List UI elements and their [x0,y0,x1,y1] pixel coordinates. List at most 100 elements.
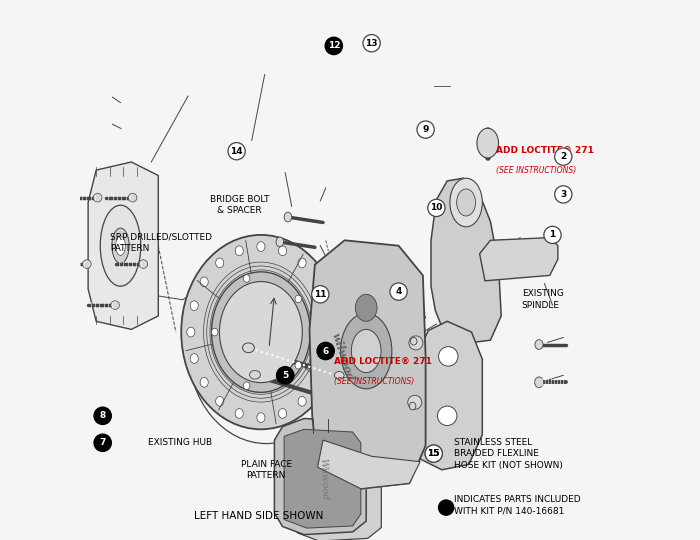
Polygon shape [290,425,382,540]
Text: 15: 15 [428,449,440,458]
Ellipse shape [340,313,392,389]
Text: 12: 12 [328,42,340,50]
Ellipse shape [535,377,543,388]
Text: 2: 2 [560,152,566,161]
Polygon shape [414,321,482,470]
Text: 1: 1 [550,231,556,239]
Circle shape [438,406,457,426]
Ellipse shape [356,294,377,321]
Ellipse shape [298,258,306,268]
Circle shape [425,445,442,462]
Circle shape [326,37,342,55]
Ellipse shape [242,343,254,353]
Text: (SEE INSTRUCTIONS): (SEE INSTRUCTIONS) [334,377,414,386]
Text: 13: 13 [365,39,378,48]
Text: 9: 9 [422,125,429,134]
Ellipse shape [327,327,335,337]
Ellipse shape [477,128,498,158]
Ellipse shape [450,178,482,227]
Text: 5: 5 [282,371,288,380]
Ellipse shape [200,377,208,387]
Ellipse shape [190,354,198,363]
Ellipse shape [93,193,102,202]
Ellipse shape [244,275,250,282]
Text: (SEE INSTRUCTIONS): (SEE INSTRUCTIONS) [496,166,576,176]
Polygon shape [431,178,501,343]
Ellipse shape [116,236,125,255]
Circle shape [417,121,434,138]
Ellipse shape [200,277,208,287]
Circle shape [94,407,111,424]
Ellipse shape [216,396,224,406]
Text: 11: 11 [314,290,326,299]
Ellipse shape [323,301,332,310]
Text: wilwood: wilwood [330,331,356,382]
Text: 4: 4 [395,287,402,296]
Text: ADD LOCTITE® 271: ADD LOCTITE® 271 [496,146,594,155]
Circle shape [544,226,561,244]
Circle shape [317,342,335,360]
Ellipse shape [410,402,416,410]
Ellipse shape [100,205,141,286]
Text: 3: 3 [560,190,566,199]
Ellipse shape [314,377,322,387]
Polygon shape [318,440,420,489]
Ellipse shape [181,235,340,429]
Ellipse shape [456,189,475,216]
Text: PLAIN FACE
PATTERN: PLAIN FACE PATTERN [241,460,292,480]
Ellipse shape [211,328,218,336]
Ellipse shape [220,281,302,383]
Ellipse shape [335,372,344,379]
Circle shape [312,286,329,303]
Ellipse shape [244,382,250,389]
Ellipse shape [216,258,224,268]
Ellipse shape [211,272,310,393]
Text: 15: 15 [428,449,440,458]
Text: BRIDGE BOLT
& SPACER: BRIDGE BOLT & SPACER [209,195,269,215]
Text: STAINLESS STEEL
BRAIDED FLEXLINE
HOSE KIT (NOT SHOWN): STAINLESS STEEL BRAIDED FLEXLINE HOSE KI… [454,437,563,470]
Circle shape [276,367,294,384]
Circle shape [425,445,442,462]
Circle shape [554,148,572,165]
Circle shape [363,35,380,52]
Circle shape [390,283,407,300]
Text: 10: 10 [430,204,442,212]
Ellipse shape [314,277,322,287]
Ellipse shape [295,361,302,369]
Polygon shape [284,429,360,528]
Ellipse shape [295,295,302,303]
Circle shape [554,186,572,203]
Text: EXISTING
SPINDLE: EXISTING SPINDLE [522,289,564,310]
Ellipse shape [235,409,244,419]
Circle shape [228,143,245,160]
Ellipse shape [128,193,137,202]
Ellipse shape [257,413,265,422]
Ellipse shape [410,338,417,345]
Ellipse shape [535,340,543,349]
Circle shape [428,199,445,217]
Ellipse shape [235,246,244,255]
Ellipse shape [111,301,120,309]
Circle shape [439,347,458,366]
Text: Wilwood: Wilwood [318,458,329,501]
Ellipse shape [284,212,292,222]
Circle shape [439,500,454,515]
Text: ADD LOCTITE® 271: ADD LOCTITE® 271 [334,356,432,366]
Ellipse shape [190,301,198,310]
Polygon shape [309,240,426,489]
Ellipse shape [276,237,284,247]
Ellipse shape [279,246,286,255]
Polygon shape [274,418,366,535]
Circle shape [94,434,111,451]
Ellipse shape [279,409,286,419]
Text: EXISTING HUB: EXISTING HUB [148,438,212,447]
Text: 14: 14 [230,147,243,156]
Ellipse shape [351,329,381,373]
Ellipse shape [112,228,129,263]
Text: 8: 8 [99,411,106,420]
Ellipse shape [187,327,195,337]
Circle shape [409,336,423,350]
Text: LEFT HAND SIDE SHOWN: LEFT HAND SIDE SHOWN [193,511,323,521]
Ellipse shape [139,260,148,268]
Ellipse shape [250,370,260,379]
